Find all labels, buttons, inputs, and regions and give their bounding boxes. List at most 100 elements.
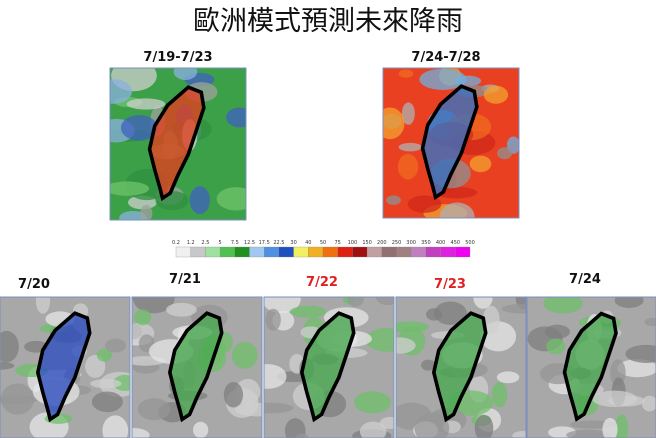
rain-blob [234,402,262,417]
rain-blob [434,301,467,325]
island [167,311,224,423]
rain-blob [496,371,520,384]
island [420,84,479,201]
rain-blob [398,142,422,152]
rain-blob [0,383,35,415]
rain-blob [0,330,19,363]
colorbar-label: 12.5 [244,240,255,246]
colorbar-label: 500 [465,240,475,246]
rain-blob [566,429,612,438]
rain-blob [592,390,638,408]
colorbar-label: 150 [362,240,372,246]
colorbar-label: 40 [305,240,311,246]
colorbar-label: 100 [348,240,358,246]
colorbar-cell [425,246,441,258]
rain-blob [396,337,416,354]
rain-blob [359,421,387,438]
rain-blob [296,433,309,438]
rain-blob [96,348,112,362]
colorbar-label: 1.2 [187,240,195,246]
map-art [383,68,519,218]
colorbar-label: 300 [406,240,416,246]
map-label: 7/24 [569,272,601,287]
rain-blob [216,187,246,211]
map-label: 7/22 [306,275,338,290]
island-outline [299,311,356,423]
rain-blob [289,305,327,318]
rain-blob [284,418,306,438]
island-outline [420,84,479,201]
island [562,311,618,422]
map [395,296,527,438]
rain-blob [0,361,15,370]
island [35,311,92,423]
rain-blob [383,107,405,140]
rain-blob [132,297,175,314]
rain-blob [85,354,106,378]
island [299,311,356,423]
rain-blob [546,338,566,355]
rain-blob [105,338,126,353]
island [147,85,206,202]
colorbar-label: 7.5 [231,240,239,246]
colorbar-label: 50 [320,240,326,246]
rain-blob [231,341,258,369]
rain-blob [439,202,475,218]
colorbar-cell [219,246,235,258]
rain-blob [347,297,364,307]
rain-blob [354,391,391,414]
colorbar-cell [455,246,471,258]
colorbar-cell [234,246,250,258]
rain-blob [474,414,494,438]
map [263,296,395,438]
rain-blob [543,297,583,314]
colorbar-cell [249,246,265,258]
colorbar-label: 22.5 [273,240,284,246]
map [0,296,131,438]
rain-blob [264,364,287,389]
rain-blob [398,69,414,78]
colorbar-cell [264,246,280,258]
colorbar-label: 75 [335,240,341,246]
colorbar-cell [308,246,324,258]
colorbar-label: 200 [377,240,387,246]
rain-blob [602,417,618,438]
rain-blob [126,98,166,110]
colorbar-cell [337,246,353,258]
island [431,311,488,423]
rain-blob [469,155,492,173]
rain-blob [137,398,171,421]
rain-blob [91,391,123,413]
colorbar-cell [366,246,382,258]
map-border [526,296,656,438]
title: 歐洲模式預測未來降雨 [193,6,463,37]
colorbar-label: 450 [451,240,461,246]
colorbar-label: 250 [392,240,402,246]
rain-blob [110,79,133,104]
map-art [132,297,262,438]
colorbar-label: 30 [290,240,296,246]
map-art [110,68,246,220]
rain-blob [614,297,644,308]
map-border [0,296,131,438]
rain-blob [140,205,153,220]
map-label: 7/20 [18,277,50,292]
colorbar-cell [205,246,221,258]
rain-blob [473,297,493,309]
colorbar-label: 17.5 [259,240,270,246]
rain-blob [421,359,436,371]
rain-blob [617,359,656,378]
rain-blob [35,297,51,314]
rain-blob [615,414,629,438]
colorbar-cell [278,246,294,258]
rain-blob [219,332,233,353]
rain-blob [133,309,152,326]
colorbar-cell [381,246,397,258]
rain-blob [414,412,450,438]
rain-blob [102,415,129,438]
map-border [395,296,527,438]
island-outline [35,311,92,423]
rain-blob [641,395,656,412]
map-border [382,67,520,219]
colorbar-cell [411,246,427,258]
